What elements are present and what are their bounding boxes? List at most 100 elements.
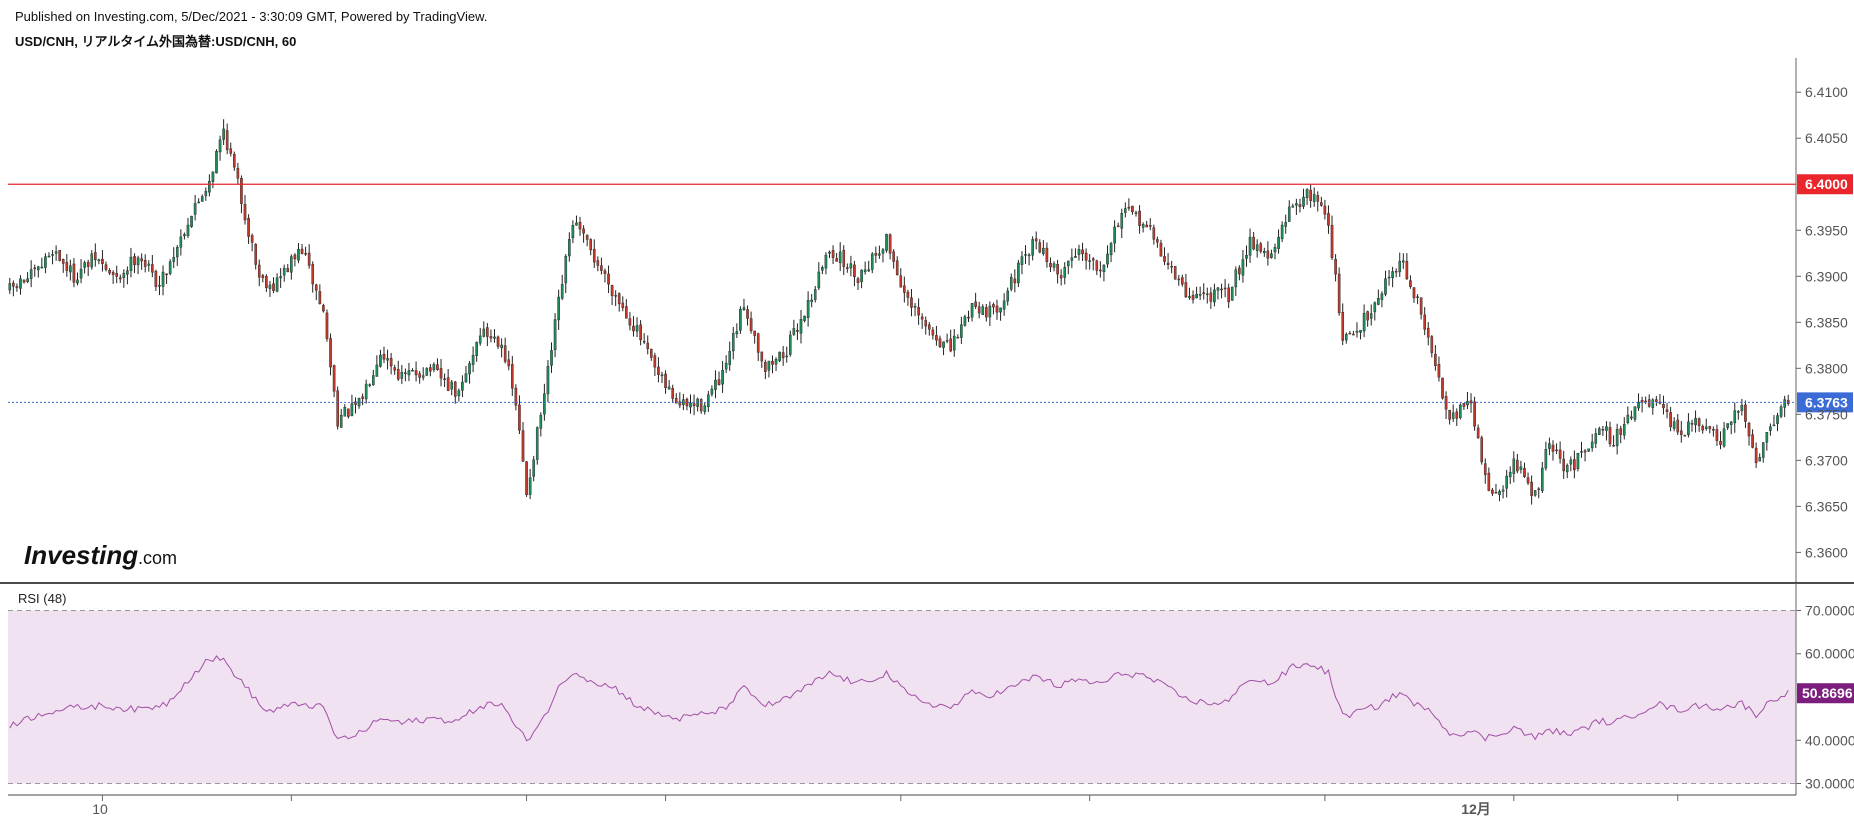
- rsi-current-tag-label: 50.8696: [1802, 685, 1853, 701]
- candle-body: [582, 228, 585, 234]
- candle-body: [1533, 490, 1537, 496]
- candle-body: [1095, 260, 1099, 271]
- candle-body: [518, 404, 521, 431]
- price-tick-label: 6.3800: [1805, 360, 1848, 376]
- candle-body: [421, 375, 425, 378]
- candle-body: [468, 363, 471, 375]
- candle-body: [1056, 264, 1059, 275]
- candle-body: [550, 350, 553, 366]
- candle-body: [336, 390, 339, 427]
- candle-body: [450, 381, 454, 390]
- candle-body: [571, 225, 575, 239]
- candle-body: [1369, 313, 1373, 319]
- candle-body: [1662, 404, 1665, 409]
- candle-body: [1569, 459, 1573, 465]
- rsi-tick-label: 30.0000: [1805, 776, 1854, 792]
- candle-body: [792, 328, 796, 335]
- candle-body: [1394, 270, 1398, 273]
- candle-body: [1555, 449, 1558, 452]
- candle-body: [724, 362, 728, 370]
- candle-body: [1344, 333, 1348, 341]
- candle-body: [1031, 239, 1034, 256]
- candle-body: [885, 234, 888, 251]
- candle-body: [47, 255, 51, 258]
- candle-body: [318, 291, 322, 304]
- rsi-band: [8, 610, 1796, 784]
- candle-body: [65, 262, 69, 271]
- candle-body: [1769, 426, 1772, 431]
- candle-body: [1722, 428, 1726, 447]
- candle-body: [186, 224, 190, 236]
- candle-body: [589, 239, 593, 251]
- candle-body: [771, 360, 774, 365]
- candle-body: [404, 372, 407, 374]
- candle-body: [140, 258, 143, 262]
- candle-body: [307, 252, 311, 266]
- candle-body: [892, 251, 895, 262]
- candle-body: [1737, 411, 1740, 413]
- candle-body: [1683, 435, 1687, 437]
- candle-body: [967, 316, 970, 319]
- rsi-tick-label: 70.0000: [1805, 602, 1854, 618]
- candle-body: [856, 278, 860, 283]
- time-axis: 10 12月: [8, 794, 1796, 817]
- candle-body: [1280, 224, 1284, 240]
- candle-body: [1145, 224, 1149, 228]
- candle-body: [1024, 254, 1027, 256]
- candle-body: [254, 244, 258, 265]
- candle-body: [1719, 441, 1722, 445]
- candle-body: [799, 319, 803, 334]
- candle-body: [903, 285, 906, 293]
- candle-body: [617, 293, 621, 305]
- candle-body: [849, 263, 853, 269]
- candle-body: [1124, 208, 1127, 213]
- candle-body: [1537, 488, 1541, 491]
- candle-body: [236, 168, 240, 179]
- rsi-line: [9, 655, 1789, 742]
- candle-body: [1102, 264, 1106, 273]
- current-price-tag-label: 6.3763: [1805, 394, 1848, 410]
- candle-body: [1077, 249, 1081, 255]
- candle-body: [1270, 253, 1273, 258]
- candle-body: [54, 251, 58, 254]
- candle-body: [179, 236, 183, 248]
- candle-body: [610, 285, 614, 296]
- candle-body: [632, 325, 635, 332]
- candle-body: [924, 320, 928, 327]
- candle-body: [938, 338, 942, 347]
- candle-body: [1437, 363, 1441, 378]
- candle-body: [461, 381, 464, 391]
- candle-body: [532, 459, 535, 477]
- candle-body: [1084, 252, 1088, 261]
- candle-body: [1687, 421, 1690, 436]
- candle-body: [218, 139, 222, 153]
- candle-body: [913, 305, 917, 308]
- candle-body: [29, 269, 33, 279]
- rsi-current-tag: [1797, 683, 1854, 704]
- candle-body: [61, 259, 65, 264]
- candle-body: [1540, 467, 1544, 491]
- candle-body: [1330, 224, 1334, 258]
- logo-main-text: Investing: [24, 540, 138, 570]
- candle-body: [211, 171, 215, 182]
- candle-body: [671, 388, 674, 399]
- price-tick-label: 6.4050: [1805, 130, 1848, 146]
- candle-body: [1615, 429, 1619, 447]
- candle-body: [603, 270, 607, 274]
- candle-body: [831, 250, 835, 258]
- candle-body: [717, 379, 721, 385]
- candle-body: [525, 461, 528, 495]
- candle-body: [471, 355, 475, 365]
- candle-body: [1498, 491, 1501, 495]
- candle-body: [94, 252, 97, 261]
- candle-body: [407, 370, 411, 376]
- price-tick-label: 6.3850: [1805, 314, 1848, 330]
- candle-body: [1259, 243, 1263, 252]
- candle-body: [250, 235, 254, 243]
- candle-body: [778, 351, 781, 362]
- candle-body: [860, 269, 863, 283]
- candle-body: [1152, 227, 1156, 240]
- candle-body: [1448, 410, 1451, 420]
- candle-body: [197, 201, 200, 204]
